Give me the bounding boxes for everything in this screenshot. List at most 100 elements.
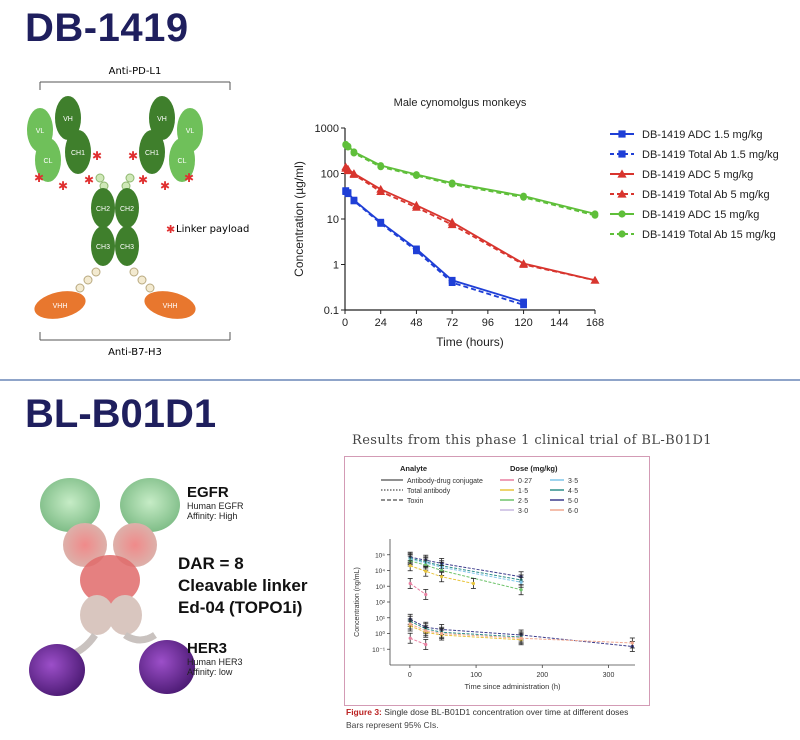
her3-line1: Human HER3	[187, 657, 243, 667]
data-point	[448, 279, 456, 287]
data-point	[344, 143, 352, 151]
legend-label: DB-1419 Total Ab 15 mg/kg	[642, 229, 776, 241]
figure-caption: Figure 3: Single dose BL-B01D1 concentra…	[346, 707, 628, 717]
x-tick-label: 96	[482, 317, 494, 329]
analyte-legend-title: Analyte	[400, 464, 427, 473]
data-point	[377, 220, 385, 227]
vh-domain-right	[149, 96, 175, 140]
data-point	[350, 149, 358, 157]
data-point	[590, 275, 600, 284]
vh-label-left: VH	[63, 116, 73, 123]
linker-payload-label: Linker payload	[176, 224, 249, 235]
dose-legend-label: 5·0	[568, 498, 578, 505]
series-line	[410, 556, 522, 578]
dose-legend-label: 3·5	[568, 478, 578, 485]
ch3-label-left: CH3	[96, 244, 110, 251]
legend-label: DB-1419 ADC 1.5 mg/kg	[642, 129, 762, 141]
antibody-diagram: Anti-PD-L1 VL VH CL CH1 VH VL CH1 CL CH2…	[27, 66, 249, 358]
linker-bead	[91, 267, 101, 277]
ch3-label-right: CH3	[120, 244, 134, 251]
y-tick-label: 10⁵	[375, 552, 385, 559]
x-tick-label: 144	[550, 317, 568, 329]
pk-chart-human: Analyte Antibody-drug conjugate Total anti…	[354, 464, 635, 691]
y-axis-title: Concentration (ng/mL)	[354, 567, 361, 637]
data-point	[471, 581, 476, 586]
her3-binding-domain-right	[139, 640, 195, 694]
dose-legend-label: 3·0	[518, 508, 528, 515]
data-point	[448, 180, 456, 188]
inset-figure-frame	[344, 456, 650, 706]
dose-legend-label: 6·0	[568, 508, 578, 515]
legend-marker	[618, 210, 626, 218]
bl-b01d1-structure	[29, 478, 195, 696]
y-tick-label: 10³	[376, 584, 386, 591]
her3-binding-domain-left	[29, 644, 85, 696]
analyte-legend-label: Antibody-drug conjugate	[407, 478, 483, 485]
x-tick-label: 100	[470, 672, 482, 679]
series-line	[410, 625, 522, 641]
x-tick-label: 120	[514, 317, 532, 329]
hinge-payload-region	[80, 555, 140, 605]
data-point	[408, 622, 412, 626]
data-point	[440, 575, 444, 579]
dose-legend-label: 0·27	[518, 478, 532, 485]
egfr-title: EGFR	[187, 484, 229, 501]
series-group	[342, 188, 527, 309]
ch3-domain-right	[115, 226, 139, 266]
y-tick-label: 10¹	[376, 615, 386, 622]
series-group	[342, 141, 599, 219]
series-line	[345, 189, 524, 303]
series-line	[410, 637, 426, 645]
ch1-domain-right	[139, 130, 165, 174]
pk-chart-monkeys: Male cynomolgus monkeys 0.1 1 10 100 1000 0 24 4…	[292, 97, 779, 349]
legend-marker	[618, 230, 626, 238]
y-tick-label: 10⁻¹	[372, 647, 386, 654]
data-point	[630, 641, 634, 645]
dose-legend-label: 2·5	[518, 498, 528, 505]
x-tick-label: 0	[408, 672, 412, 679]
legend-star-icon: ✱	[166, 224, 175, 236]
fc-region-right	[108, 595, 142, 635]
x-tick-label: 72	[446, 317, 458, 329]
x-tick-label: 168	[586, 317, 604, 329]
dose-legend-label: 1·5	[518, 488, 528, 495]
data-point	[519, 588, 523, 592]
data-point	[519, 636, 523, 640]
payload-star-icon: ✱	[84, 173, 94, 187]
dose-legend-title: Dose (mg/kg)	[510, 464, 558, 473]
ch2-domain-left	[91, 188, 115, 228]
x-tick-label: 200	[536, 672, 548, 679]
ch1-label-left: CH1	[71, 150, 85, 157]
y-tick-label: 1000	[315, 123, 339, 135]
vhh-label-right: VHH	[163, 303, 178, 310]
x-tick-label: 300	[603, 672, 615, 679]
trial-header: Results from this phase 1 clinical trial…	[352, 433, 712, 448]
series-group	[341, 163, 600, 284]
data-point	[447, 220, 457, 229]
data-point	[520, 301, 527, 309]
ch1-domain-left	[65, 130, 91, 174]
series-line	[410, 565, 474, 584]
legend-label: DB-1419 Total Ab 5 mg/kg	[642, 189, 770, 201]
hinge-bead	[95, 173, 105, 183]
linker-bead	[75, 283, 85, 293]
legend-label: DB-1419 Total Ab 1.5 mg/kg	[642, 149, 779, 161]
egfr-line2: Affinity: High	[187, 511, 238, 521]
vl-label-right: VL	[186, 128, 195, 135]
series-line	[410, 557, 522, 581]
y-tick-label: 10²	[376, 600, 386, 607]
hinge-bead	[125, 173, 135, 183]
data-point	[408, 636, 412, 640]
caption-label: Figure 3:	[346, 707, 382, 717]
egfr-binding-domain-right	[120, 478, 180, 532]
data-point	[350, 197, 358, 205]
linker-bead	[145, 283, 155, 293]
egfr-annotation: EGFR Human EGFR Affinity: High	[187, 484, 244, 521]
series-group	[407, 578, 429, 600]
series-line	[410, 560, 522, 591]
data-point	[413, 172, 420, 179]
fab-region-right	[113, 523, 157, 567]
x-tick-label: 0	[342, 317, 348, 329]
ch2-label-right: CH2	[120, 206, 134, 213]
x-tick-label: 48	[410, 317, 422, 329]
